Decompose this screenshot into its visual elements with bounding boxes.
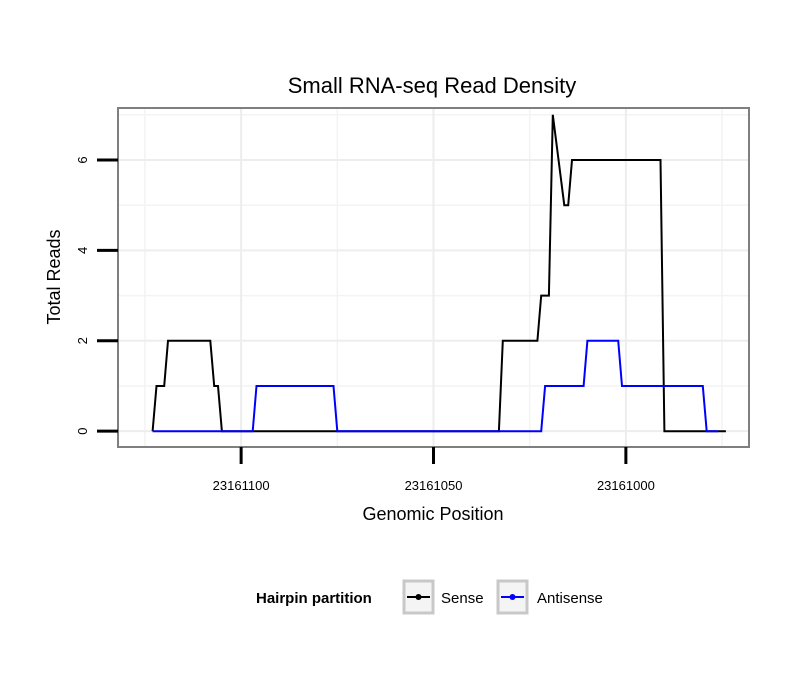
x-tick-label: 23161050 bbox=[405, 478, 463, 493]
legend-point-antisense bbox=[509, 594, 516, 600]
legend-label-sense: Sense bbox=[441, 590, 484, 607]
chart-title: Small RNA-seq Read Density bbox=[288, 73, 577, 98]
legend-item-antisense: Antisense bbox=[496, 579, 603, 615]
legend-title: Hairpin partition bbox=[256, 590, 372, 607]
y-tick-label: 4 bbox=[75, 247, 90, 254]
legend-label-antisense: Antisense bbox=[537, 590, 603, 607]
x-axis-title: Genomic Position bbox=[362, 504, 503, 524]
y-tick-label: 0 bbox=[75, 428, 90, 435]
y-tick-label: 2 bbox=[75, 337, 90, 344]
x-tick-label: 23161000 bbox=[597, 478, 655, 493]
y-axis: 0 2 4 6 bbox=[75, 156, 118, 435]
plot-area bbox=[117, 107, 750, 448]
series-line-antisense bbox=[152, 339, 719, 433]
y-axis-title: Total Reads bbox=[44, 229, 64, 324]
x-tick-label: 23161100 bbox=[213, 478, 270, 493]
series-line-sense bbox=[151, 114, 726, 433]
y-tick-label: 6 bbox=[75, 156, 90, 163]
x-axis: 23161100 23161050 23161000 bbox=[213, 447, 655, 493]
series-layer bbox=[151, 114, 726, 433]
major-gridlines bbox=[118, 108, 749, 447]
legend: Hairpin partition Sense Antisense bbox=[256, 579, 603, 615]
legend-item-sense: Sense bbox=[402, 579, 484, 615]
legend-point-sense bbox=[415, 594, 422, 600]
